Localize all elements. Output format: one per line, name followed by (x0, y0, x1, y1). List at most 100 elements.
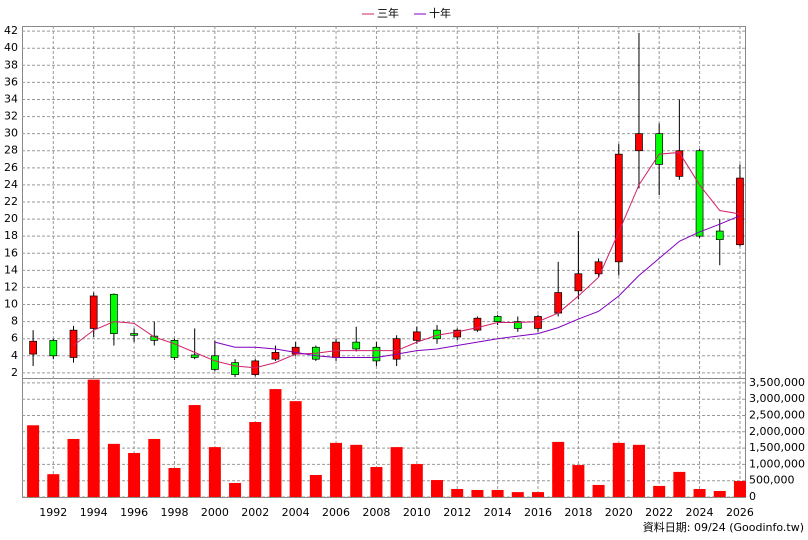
y2-tick-label: 500,000 (749, 474, 795, 487)
volume-bar (693, 489, 706, 497)
candle-body (170, 340, 179, 358)
x-tick-label: 2022 (645, 506, 673, 519)
candle-body (190, 354, 199, 358)
volume-bar (330, 442, 343, 497)
volume-bar (733, 481, 746, 497)
volume-bar (592, 484, 605, 497)
candle-body (130, 333, 138, 336)
volume-bar (309, 474, 322, 497)
candle-body (271, 352, 280, 360)
volume-bar (390, 447, 403, 497)
volume-bar (87, 379, 100, 497)
volume-bar (653, 485, 666, 497)
candle-body (635, 133, 643, 152)
candle-body (534, 316, 542, 329)
y-tick-label: 34 (4, 92, 18, 105)
x-tick-label: 1996 (120, 506, 148, 519)
candle-body (473, 317, 482, 331)
volume-bar (552, 441, 565, 497)
x-tick-label: 2000 (201, 506, 229, 519)
volume-bar (632, 444, 645, 497)
y-tick-label: 6 (11, 332, 18, 345)
y-tick-label: 42 (4, 24, 18, 37)
footer: 資料日期: 09/24 (Goodinfo.tw) (643, 520, 804, 534)
x-tick-label: 2020 (605, 506, 633, 519)
candle-body (574, 273, 583, 292)
candle-body (211, 355, 219, 370)
x-tick-label: 2010 (403, 506, 431, 519)
volume-bar (188, 405, 201, 497)
x-tick-label: 1994 (80, 506, 108, 519)
volume-bar (269, 389, 282, 497)
y-tick-label: 10 (4, 298, 18, 311)
volume-bar (370, 467, 383, 497)
volume-bar (511, 492, 524, 497)
volume-bar (289, 401, 302, 497)
volume-bar (67, 438, 80, 497)
y-tick-label: 14 (4, 263, 18, 276)
volume-bar (229, 482, 242, 497)
volume-bar (612, 442, 625, 497)
candle-body (49, 340, 58, 357)
y2-tick-label: 2,500,000 (749, 408, 805, 421)
plot-frame (22, 26, 746, 498)
candle-body (372, 346, 381, 362)
volume-bar (713, 490, 726, 497)
volume-bar (531, 492, 544, 497)
volume-bar (471, 489, 484, 497)
y-tick-label: 8 (11, 315, 18, 328)
candle-body (352, 341, 361, 350)
candle-body (392, 338, 401, 360)
x-tick-label: 2002 (241, 506, 269, 519)
volume-bar (451, 489, 464, 497)
candle-body (231, 362, 239, 375)
y-tick-label: 4 (11, 349, 18, 362)
y-tick-label: 28 (4, 144, 18, 157)
x-tick-label: 1998 (160, 506, 188, 519)
candle-body (412, 331, 421, 341)
y-tick-label: 20 (4, 212, 18, 225)
x-tick-label: 2012 (443, 506, 471, 519)
candle-body (493, 316, 502, 322)
volume-bar (491, 489, 504, 497)
candle-body (554, 292, 563, 314)
candle-body (110, 293, 118, 334)
volume-bar (148, 438, 161, 497)
x-tick-label: 2006 (322, 506, 350, 519)
x-tick-label: 2018 (564, 506, 592, 519)
x-tick-label: 2014 (484, 506, 512, 519)
candle-body (29, 340, 37, 355)
candle-body (614, 153, 623, 263)
candle-body (655, 133, 664, 165)
y-tick-label: 12 (4, 280, 18, 293)
candle-body (69, 329, 78, 358)
volume-bar (350, 444, 363, 497)
candle-body (89, 295, 98, 329)
y2-tick-label: 3,000,000 (749, 392, 805, 405)
y2-tick-label: 2,000,000 (749, 425, 805, 438)
y-tick-label: 30 (4, 127, 18, 140)
y2-tick-label: 0 (749, 490, 756, 503)
moving-average-line (73, 151, 741, 369)
candle-body (513, 321, 522, 329)
x-tick-label: 1992 (39, 506, 67, 519)
y-tick-label: 24 (4, 178, 18, 191)
volume-bar (410, 464, 423, 497)
candle-body (695, 150, 704, 237)
volume-bar (572, 465, 585, 497)
x-tick-label: 2024 (686, 506, 714, 519)
volume-bar (673, 471, 686, 497)
y-tick-label: 16 (4, 246, 18, 259)
volume-bar (128, 452, 141, 497)
volume-bar (27, 425, 40, 497)
candle-body (594, 261, 603, 275)
y-tick-label: 2 (11, 366, 18, 379)
volume-bar (107, 443, 120, 497)
y-tick-label: 32 (4, 110, 18, 123)
y2-tick-label: 3,500,000 (749, 376, 805, 389)
candle-body (736, 177, 744, 246)
volume-bar (168, 467, 181, 497)
y2-tick-label: 1,000,000 (749, 457, 805, 470)
volume-bar (249, 422, 262, 497)
